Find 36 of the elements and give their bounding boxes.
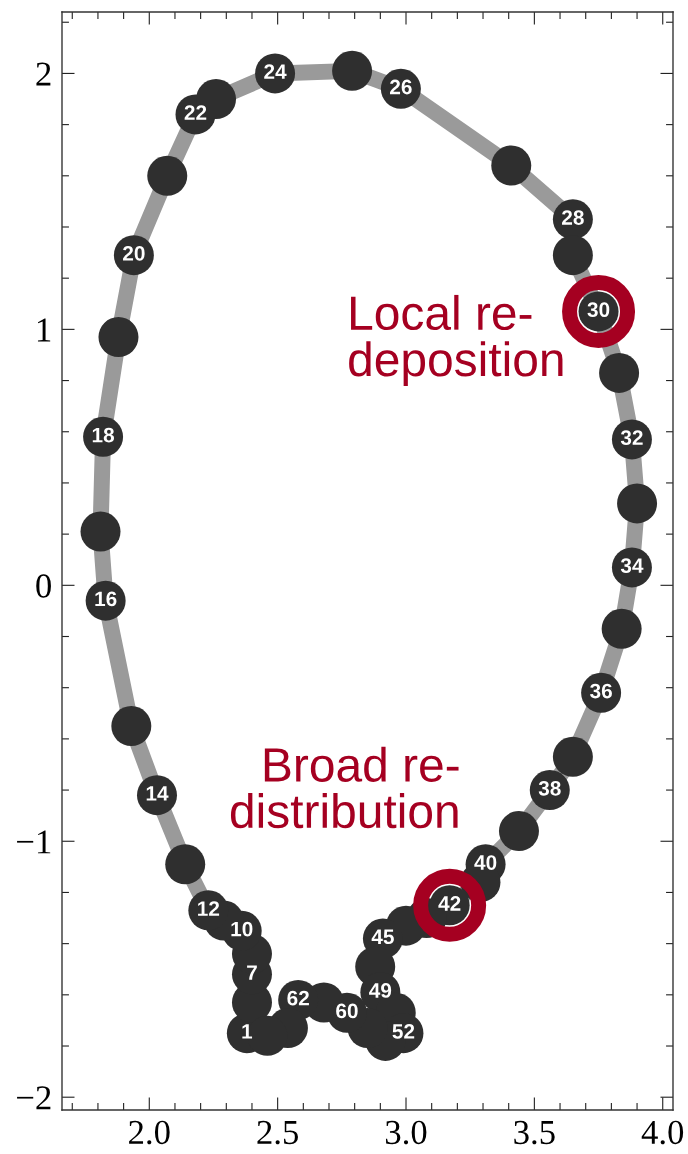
annotation: 62	[287, 990, 309, 1006]
x-tick-label: 3.5	[514, 1120, 555, 1145]
y-tick-label: −1	[17, 830, 51, 854]
y-tick-label: 0	[36, 574, 51, 598]
annotation: 22	[184, 105, 207, 120]
annotation: 14	[146, 786, 169, 801]
y-tick-label: 1	[37, 318, 51, 342]
annotation: Broad re- distribution	[230, 746, 459, 829]
annotation: 18	[92, 427, 115, 443]
y-tick-label: 2	[36, 62, 51, 86]
x-tick-label: 4.0	[641, 1120, 684, 1145]
annotation: 42	[438, 896, 461, 911]
annotation: 36	[590, 683, 612, 699]
annotation: 38	[538, 780, 561, 796]
annotation: 7	[247, 965, 257, 980]
annotation: 1	[242, 1024, 253, 1039]
annotation: 45	[371, 929, 394, 945]
annotation: 20	[123, 245, 145, 261]
x-tick-label: 2.5	[257, 1120, 298, 1145]
annotation: 32	[620, 430, 643, 446]
annotation: 28	[562, 210, 584, 225]
annotation: 10	[231, 921, 253, 937]
annotation: 24	[264, 64, 287, 79]
x-tick-label: 3.0	[385, 1120, 427, 1145]
annotation: 49	[369, 983, 392, 998]
annotation: 52	[392, 1024, 415, 1039]
annotation: 60	[336, 1003, 358, 1019]
y-tick-label: −2	[17, 1086, 51, 1110]
annotation: Local re- deposition	[349, 294, 563, 386]
annotation: 16	[95, 591, 117, 607]
x-tick-label: 2.0	[129, 1120, 170, 1145]
annotation: 12	[198, 901, 220, 916]
annotation: 40	[474, 855, 497, 870]
annotation: 26	[390, 79, 412, 95]
annotation: 34	[620, 558, 644, 574]
annotation: 30	[587, 302, 610, 318]
